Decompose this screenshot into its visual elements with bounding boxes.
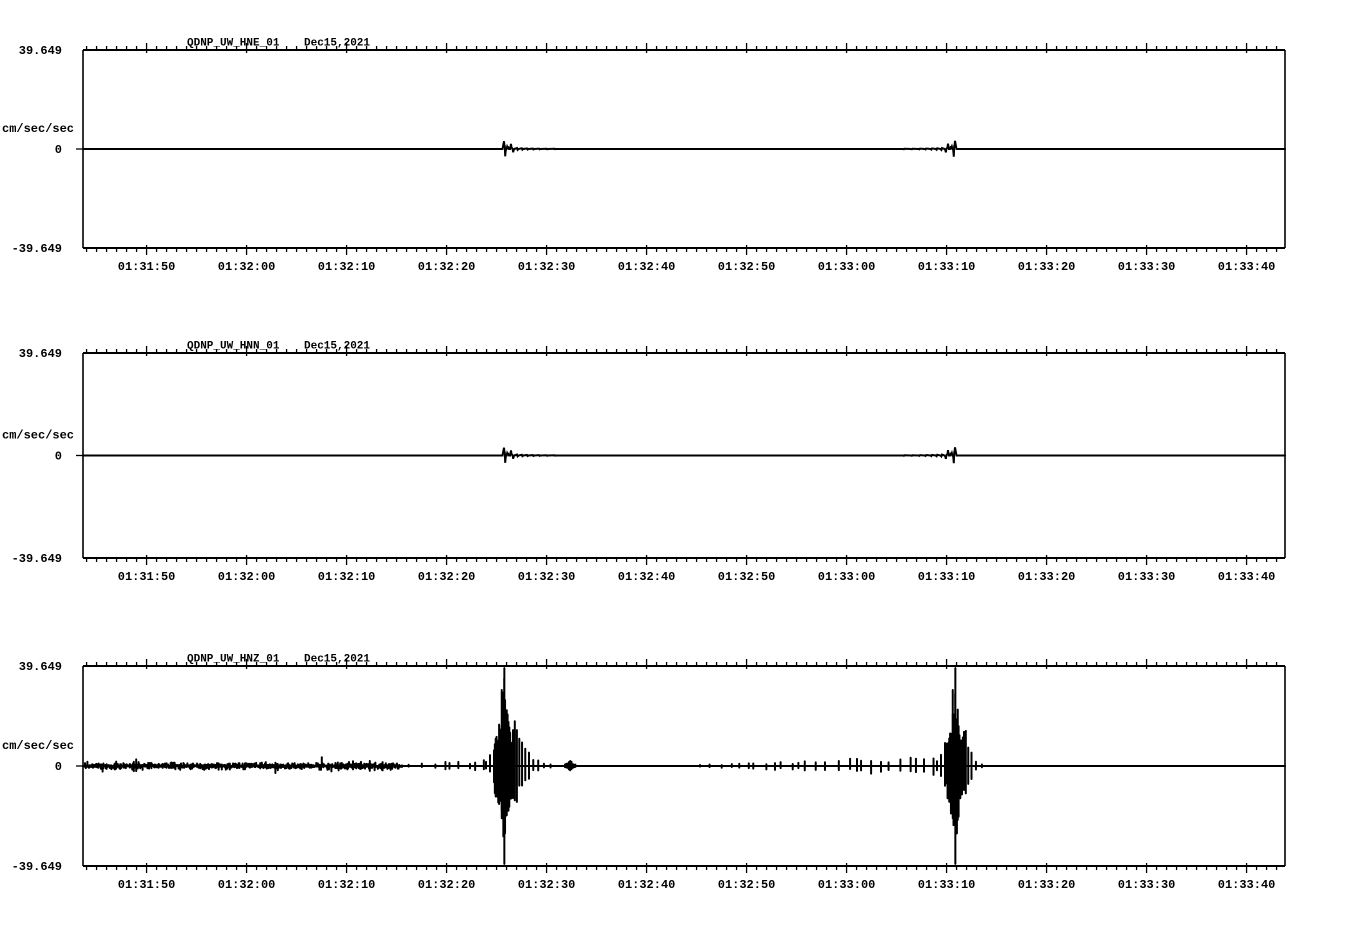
- svg-text:01:33:20: 01:33:20: [1018, 570, 1076, 584]
- svg-text:01:32:00: 01:32:00: [218, 570, 276, 584]
- svg-text:01:33:30: 01:33:30: [1118, 260, 1176, 274]
- svg-text:Dec15,2021: Dec15,2021: [304, 654, 370, 666]
- svg-text:39.649: 39.649: [19, 660, 62, 674]
- svg-text:01:32:30: 01:32:30: [518, 260, 576, 274]
- svg-text:39.649: 39.649: [19, 347, 62, 361]
- svg-text:01:32:50: 01:32:50: [718, 878, 776, 892]
- svg-text:Dec15,2021: Dec15,2021: [304, 341, 370, 353]
- svg-text:QDNP_UW_HNN_01: QDNP_UW_HNN_01: [187, 341, 280, 353]
- svg-text:01:32:40: 01:32:40: [618, 260, 676, 274]
- svg-text:01:32:20: 01:32:20: [418, 570, 476, 584]
- svg-text:01:33:20: 01:33:20: [1018, 878, 1076, 892]
- svg-text:01:33:00: 01:33:00: [818, 878, 876, 892]
- svg-text:01:33:40: 01:33:40: [1218, 878, 1276, 892]
- svg-text:cm/sec/sec: cm/sec/sec: [2, 122, 74, 136]
- svg-text:01:31:50: 01:31:50: [118, 260, 176, 274]
- svg-text:01:32:00: 01:32:00: [218, 260, 276, 274]
- svg-text:01:32:50: 01:32:50: [718, 260, 776, 274]
- svg-text:cm/sec/sec: cm/sec/sec: [2, 739, 74, 753]
- svg-text:01:33:40: 01:33:40: [1218, 570, 1276, 584]
- svg-text:-39.649: -39.649: [12, 552, 62, 566]
- svg-text:01:32:30: 01:32:30: [518, 570, 576, 584]
- svg-text:01:33:00: 01:33:00: [818, 570, 876, 584]
- svg-text:01:33:10: 01:33:10: [918, 260, 976, 274]
- svg-text:Dec15,2021: Dec15,2021: [304, 38, 370, 50]
- svg-text:01:33:40: 01:33:40: [1218, 260, 1276, 274]
- svg-text:01:31:50: 01:31:50: [118, 570, 176, 584]
- svg-text:39.649: 39.649: [19, 44, 62, 58]
- svg-text:01:32:40: 01:32:40: [618, 878, 676, 892]
- svg-text:-39.649: -39.649: [12, 860, 62, 874]
- svg-text:0: 0: [55, 143, 62, 157]
- svg-text:01:32:20: 01:32:20: [418, 260, 476, 274]
- svg-text:cm/sec/sec: cm/sec/sec: [2, 429, 74, 443]
- svg-text:01:32:40: 01:32:40: [618, 570, 676, 584]
- svg-text:0: 0: [55, 450, 62, 464]
- svg-text:01:32:00: 01:32:00: [218, 878, 276, 892]
- svg-text:01:32:10: 01:32:10: [318, 878, 376, 892]
- svg-text:01:33:30: 01:33:30: [1118, 878, 1176, 892]
- svg-text:-39.649: -39.649: [12, 242, 62, 256]
- svg-text:01:33:00: 01:33:00: [818, 260, 876, 274]
- svg-text:01:32:10: 01:32:10: [318, 260, 376, 274]
- svg-text:01:32:50: 01:32:50: [718, 570, 776, 584]
- svg-text:01:33:30: 01:33:30: [1118, 570, 1176, 584]
- svg-text:01:31:50: 01:31:50: [118, 878, 176, 892]
- svg-text:01:33:10: 01:33:10: [918, 570, 976, 584]
- svg-text:QDNP_UW_HNE_01: QDNP_UW_HNE_01: [187, 38, 280, 50]
- svg-text:01:32:20: 01:32:20: [418, 878, 476, 892]
- svg-text:0: 0: [55, 760, 62, 774]
- svg-text:01:32:10: 01:32:10: [318, 570, 376, 584]
- svg-text:01:33:20: 01:33:20: [1018, 260, 1076, 274]
- svg-text:QDNP_UW_HNZ_01: QDNP_UW_HNZ_01: [187, 654, 280, 666]
- svg-text:01:32:30: 01:32:30: [518, 878, 576, 892]
- svg-text:01:33:10: 01:33:10: [918, 878, 976, 892]
